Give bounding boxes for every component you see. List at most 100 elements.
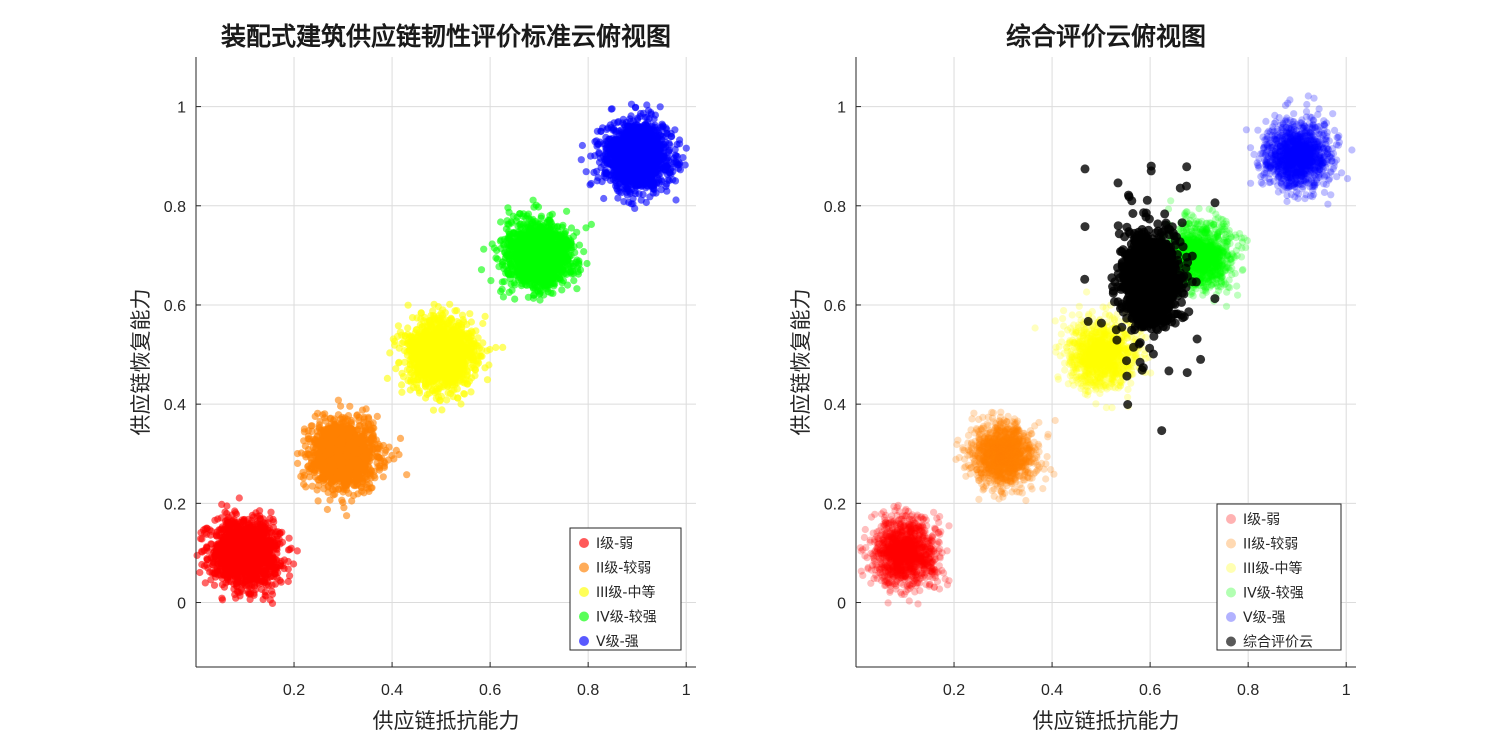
scatter-point [421,354,429,362]
scatter-point [423,390,431,399]
scatter-point [443,358,451,366]
scatter-point [439,351,447,359]
scatter-point [260,569,268,577]
scatter-point [300,480,308,488]
scatter-point [558,286,566,294]
scatter-point [395,451,403,459]
scatter-point [286,546,294,554]
scatter-point [447,314,455,322]
scatter-point [327,480,335,488]
scatter-point [392,365,400,373]
scatter-point [373,459,381,467]
chart-title: 装配式建筑供应链韧性评价标准云俯视图 [221,22,671,51]
scatter-point [313,486,321,494]
scatter-point [466,310,474,318]
scatter-point [311,436,319,444]
scatter-point [210,581,219,589]
scatter-point [203,524,211,532]
scatter-point [411,345,420,353]
scatter-point [391,341,399,349]
scatter-point [362,405,370,413]
scatter-point [436,358,444,366]
scatter-point [446,300,454,308]
scatter-point [326,428,334,436]
scatter-point [314,497,322,505]
scatter-point [448,386,456,394]
scatter-point [348,497,356,505]
scatter-point [460,390,469,398]
scatter-point [307,422,315,430]
scatter-point [269,523,277,532]
scatter-point [459,378,467,386]
scatter-point [420,373,428,381]
scatter-point [472,341,480,350]
scatter-point [434,388,442,396]
scatter-point [573,285,581,293]
scatter-point [481,364,489,372]
scatter-point [263,532,271,540]
scatter-point [347,418,355,426]
scatter-point [222,547,230,555]
scatter-point [432,319,440,327]
standard-cloud-panel: 装配式建筑供应链韧性评价标准云俯视图 供应链抵抗能力 供应链恢复能力 0.2 0.… [129,22,696,733]
scatter-point [211,516,219,524]
scatter-point [271,539,279,548]
scatter-point [315,476,323,484]
scatter-point [335,448,343,456]
scatter-point [233,580,241,588]
scatter-point [217,514,225,522]
scatter-point [421,382,429,390]
scatter-point [439,332,447,340]
scatter-point [403,471,411,479]
scatter-point [463,372,471,380]
scatter-point [446,367,454,376]
scatter-point [430,300,438,308]
scatter-point [409,376,418,384]
scatter-point [219,554,227,563]
scatter-point [476,352,484,360]
scatter-point [379,473,387,481]
scatter-point [267,508,275,516]
scatter-point [228,511,236,519]
scatter-point [398,339,406,348]
scatter-point [367,420,375,428]
scatter-point [339,488,347,496]
scatter-point [246,552,254,561]
scatter-point [358,427,366,435]
scatter-point [373,453,381,461]
scatter-point [438,406,446,414]
scatter-point [285,534,293,542]
scatter-point [400,347,409,355]
scatter-point [406,386,414,394]
scatter-point [388,451,396,460]
scatter-point [431,339,439,347]
scatter-point [395,358,403,366]
scatter-point [209,561,217,569]
scatter-point [280,565,288,573]
scatter-point [218,523,226,531]
scatter-point [253,529,261,537]
scatter-point [355,474,363,482]
scatter-point [248,511,256,519]
scatter-point [263,545,271,554]
scatter-point [304,435,312,443]
scatter-point [209,554,217,563]
scatter-point [340,468,348,476]
scatter-point [343,449,351,457]
scatter-point [453,307,461,315]
scatter-point [196,568,204,577]
scatter-point [249,541,258,549]
scatter-point [511,295,519,303]
scatter-point [346,402,354,410]
scatter-point [399,373,408,381]
scatter-point [410,336,418,344]
scatter-point [219,536,227,544]
scatter-point [309,443,317,451]
scatter-point [235,494,243,502]
scatter-point [284,557,292,566]
scatter-point [363,469,371,477]
scatter-point [458,311,467,319]
scatter-point [408,369,416,377]
scatter-point [394,322,402,330]
scatter-point [396,434,405,442]
